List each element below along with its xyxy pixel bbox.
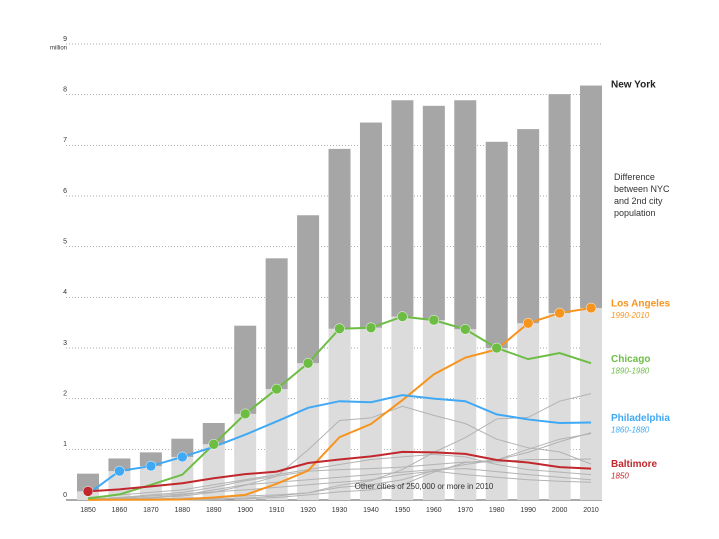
second-city-band: [580, 307, 603, 500]
bar: [139, 452, 162, 467]
x-tick-label: 1940: [363, 507, 379, 514]
x-tick-label: 1910: [269, 507, 285, 514]
leader-dot: [145, 460, 157, 472]
second-city-band: [548, 313, 571, 500]
bar: [454, 100, 477, 330]
leader-dot: [397, 311, 408, 322]
bar: [77, 473, 99, 492]
second-city-band: [454, 329, 477, 500]
bar: [517, 129, 540, 324]
y-tick-label: 9: [63, 36, 67, 43]
x-tick-label: 1960: [426, 507, 442, 514]
bar: [234, 325, 257, 414]
bar: [580, 85, 603, 308]
bar-label: New York: [611, 80, 656, 91]
leader-dot: [428, 314, 440, 326]
y-tick-label: 7: [63, 137, 67, 144]
other-city-line: [87, 405, 592, 500]
x-tick-label: 1950: [395, 507, 411, 514]
y-tick-label: 0: [63, 492, 67, 499]
leader-dot: [271, 383, 282, 395]
x-tick-label: 1890: [206, 507, 222, 514]
other-city-line: [87, 453, 592, 498]
leader-dot: [334, 323, 345, 334]
difference-note: Difference between NYC and 2nd city popu…: [614, 172, 670, 218]
bar: [328, 148, 351, 329]
x-tick-label: 1900: [237, 507, 253, 514]
x-tick-label: 1880: [175, 507, 191, 514]
leader-dot: [208, 439, 220, 450]
legend-name: Philadelphia: [611, 413, 670, 424]
line: [87, 394, 592, 495]
leader-dot: [365, 322, 377, 333]
y-tick-label: 1: [63, 441, 67, 448]
bar: [391, 100, 414, 317]
leader-dot: [177, 451, 188, 463]
legend-name: Los Angeles: [611, 299, 671, 310]
y-tick-label: 3: [63, 340, 67, 347]
legend-name: Chicago: [611, 354, 650, 365]
leader-dot: [491, 342, 502, 354]
leader-dot: [114, 465, 125, 477]
leader-dot: [239, 408, 251, 420]
legend-name: Baltimore: [611, 459, 658, 470]
leader-dot: [585, 302, 597, 314]
legend-period: 1990-2010: [611, 311, 650, 320]
second-city-band: [517, 323, 540, 500]
bar: [422, 105, 445, 321]
bar: [297, 215, 320, 364]
y-tick-label: 8: [63, 87, 67, 94]
x-tick-label: 1990: [520, 507, 536, 514]
line: [87, 450, 592, 493]
leader-dot: [82, 486, 94, 497]
legend-period: 1850: [611, 472, 629, 481]
x-tick-label: 1970: [457, 507, 473, 514]
legend-period: 1890-1980: [611, 366, 650, 375]
x-tick-label: 2000: [552, 507, 568, 514]
other-city-line: [87, 470, 592, 500]
y-tick-label: 4: [63, 289, 67, 296]
leader-dot: [554, 307, 565, 319]
y-unit: million: [50, 46, 67, 52]
other-cities-label: Other cities of 250,000 or more in 2010: [355, 482, 494, 491]
x-tick-label: 1920: [300, 507, 316, 514]
x-tick-label: 1850: [80, 507, 96, 514]
bar: [485, 141, 508, 348]
leader-dot: [302, 357, 314, 369]
bar: [171, 438, 194, 457]
second-city-band: [328, 328, 351, 500]
y-tick-label: 2: [63, 391, 67, 398]
x-tick-label: 1980: [489, 507, 505, 514]
leader-dot: [460, 324, 471, 335]
x-tick-label: 1870: [143, 507, 159, 514]
line: [87, 306, 592, 501]
bar: [359, 122, 382, 328]
x-tick-label: 2010: [583, 507, 599, 514]
bar: [265, 258, 288, 390]
other-city-line: [87, 393, 592, 501]
leader-dot: [522, 317, 534, 329]
x-tick-label: 1930: [332, 507, 348, 514]
y-tick-label: 5: [63, 239, 67, 246]
bar: [548, 94, 571, 314]
bar: [108, 458, 131, 472]
y-tick-label: 6: [63, 188, 67, 195]
other-city-line: [87, 468, 592, 500]
second-city-band: [391, 316, 414, 500]
x-tick-label: 1860: [112, 507, 128, 514]
legend-period: 1860-1880: [611, 426, 650, 435]
